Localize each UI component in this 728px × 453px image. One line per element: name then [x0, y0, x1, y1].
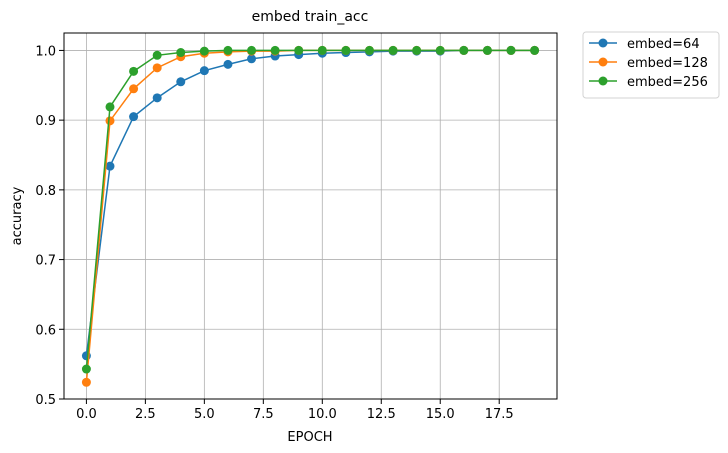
data-point [223, 59, 233, 69]
data-point [81, 364, 91, 374]
data-point [317, 45, 327, 55]
y-axis-ticks: 0.5 0.6 0.7 0.8 0.9 1.0 [35, 44, 64, 408]
legend-marker [598, 57, 608, 67]
data-point [152, 50, 162, 60]
legend-marker [598, 76, 608, 86]
y-tick-label: 0.6 [35, 323, 56, 338]
legend-label: embed=256 [627, 75, 708, 90]
data-point [176, 77, 186, 87]
data-point [129, 84, 139, 94]
x-tick-label: 10.0 [308, 407, 337, 422]
data-point [105, 116, 115, 126]
legend-label: embed=64 [627, 37, 700, 52]
data-point [294, 45, 304, 55]
legend-label: embed=128 [627, 56, 708, 71]
data-point [105, 102, 115, 112]
y-tick-label: 0.7 [35, 254, 56, 269]
data-point [176, 48, 186, 58]
y-tick-label: 0.8 [35, 184, 56, 199]
data-point [341, 45, 351, 55]
data-point [129, 66, 139, 76]
y-tick-label: 0.9 [35, 114, 56, 129]
data-point [530, 45, 540, 55]
legend: embed=64 embed=128 embed=256 [582, 31, 720, 99]
data-point [199, 46, 209, 56]
plot-frame [63, 32, 558, 400]
data-point [364, 45, 374, 55]
series-layer [81, 45, 540, 387]
data-point [199, 66, 209, 76]
chart-title: embed train_acc [252, 9, 369, 25]
x-tick-label: 2.5 [135, 407, 156, 422]
data-point [223, 45, 233, 55]
series-embed=64 [81, 45, 540, 361]
data-point [506, 45, 516, 55]
series-embed=128 [81, 45, 540, 387]
legend-item: embed=64 [589, 37, 700, 52]
data-point [129, 112, 139, 122]
data-point [482, 45, 492, 55]
x-axis-ticks: 0.0 2.5 5.0 7.5 10.0 12.5 15.0 17.5 [76, 399, 514, 422]
data-point [270, 45, 280, 55]
y-tick-label: 0.5 [35, 393, 56, 408]
x-tick-label: 15.0 [426, 407, 455, 422]
data-point [105, 161, 115, 171]
data-point [388, 45, 398, 55]
legend-item: embed=128 [589, 56, 708, 71]
legend-item: embed=256 [589, 75, 708, 90]
x-axis-label: EPOCH [287, 430, 332, 445]
x-tick-label: 0.0 [76, 407, 97, 422]
data-point [247, 45, 257, 55]
data-point [459, 45, 469, 55]
x-tick-label: 12.5 [367, 407, 396, 422]
data-point [81, 377, 91, 387]
legend-marker [598, 38, 608, 48]
data-point [152, 93, 162, 103]
x-tick-label: 5.0 [194, 407, 215, 422]
data-point [152, 63, 162, 73]
data-point [412, 45, 422, 55]
data-point [435, 45, 445, 55]
y-axis-label: accuracy [10, 186, 25, 245]
x-tick-label: 7.5 [253, 407, 274, 422]
y-tick-label: 1.0 [35, 44, 56, 59]
x-tick-label: 17.5 [485, 407, 514, 422]
data-point [247, 54, 257, 64]
series-embed=256 [81, 45, 540, 374]
